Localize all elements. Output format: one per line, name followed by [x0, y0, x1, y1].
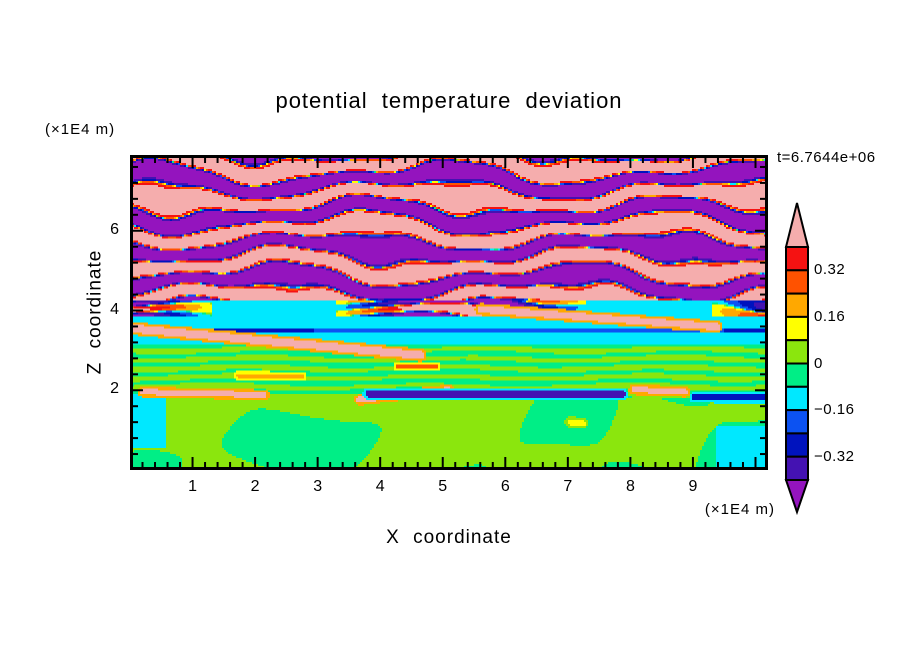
- axes-ticks-overlay: [130, 155, 768, 470]
- time-label: t=6.7644e+06: [777, 149, 876, 166]
- colorbar-segment: [785, 246, 809, 272]
- x-tick-label: 1: [188, 478, 197, 495]
- colorbar-segment: [785, 432, 809, 458]
- colorbar-segment: [785, 385, 809, 412]
- colorbar-tick-label: 0.32: [814, 261, 846, 279]
- heatmap-canvas: [130, 155, 768, 470]
- y-tick-label: 6: [110, 220, 119, 238]
- colorbar-tick-label: 0: [814, 354, 823, 372]
- colorbar-tick-label: −0.32: [814, 447, 855, 465]
- colorbar-segment: [785, 362, 809, 388]
- plot-border: [130, 155, 768, 470]
- colorbar-tick-label: 0.16: [814, 307, 846, 325]
- x-tick-label: 2: [250, 478, 260, 495]
- x-tick-label: 8: [625, 478, 635, 495]
- colorbar-tick-label: −0.16: [814, 401, 855, 419]
- colorbar-segment: [785, 269, 809, 295]
- x-axis-unit-label: (×1E4 m): [704, 501, 775, 518]
- z-axis-title: Z coordinate: [84, 249, 106, 375]
- colorbar-arrow-bottom: [784, 479, 810, 516]
- heatmap-plot: [130, 155, 768, 470]
- colorbar-segment: [785, 292, 809, 318]
- colorbar-segment: [785, 409, 809, 435]
- x-tick-label: 6: [500, 478, 510, 495]
- z-axis-unit-label: (×1E4 m): [45, 121, 116, 138]
- colorbar-segment: [785, 455, 809, 482]
- colorbar-arrow-top: [784, 202, 810, 248]
- colorbar-segment: [785, 339, 809, 365]
- x-tick-label: 4: [375, 478, 385, 495]
- x-tick-label: 5: [438, 478, 448, 495]
- x-tick-label: 9: [688, 478, 698, 495]
- figure-title: potential temperature deviation: [275, 88, 623, 113]
- x-axis-title: X coordinate: [386, 527, 512, 548]
- x-tick-label: 7: [563, 478, 573, 495]
- y-tick-label: 4: [110, 300, 119, 318]
- colorbar: [784, 202, 810, 516]
- y-tick-label: 2: [110, 380, 119, 398]
- colorbar-segment: [785, 315, 809, 342]
- x-tick-label: 3: [313, 478, 323, 495]
